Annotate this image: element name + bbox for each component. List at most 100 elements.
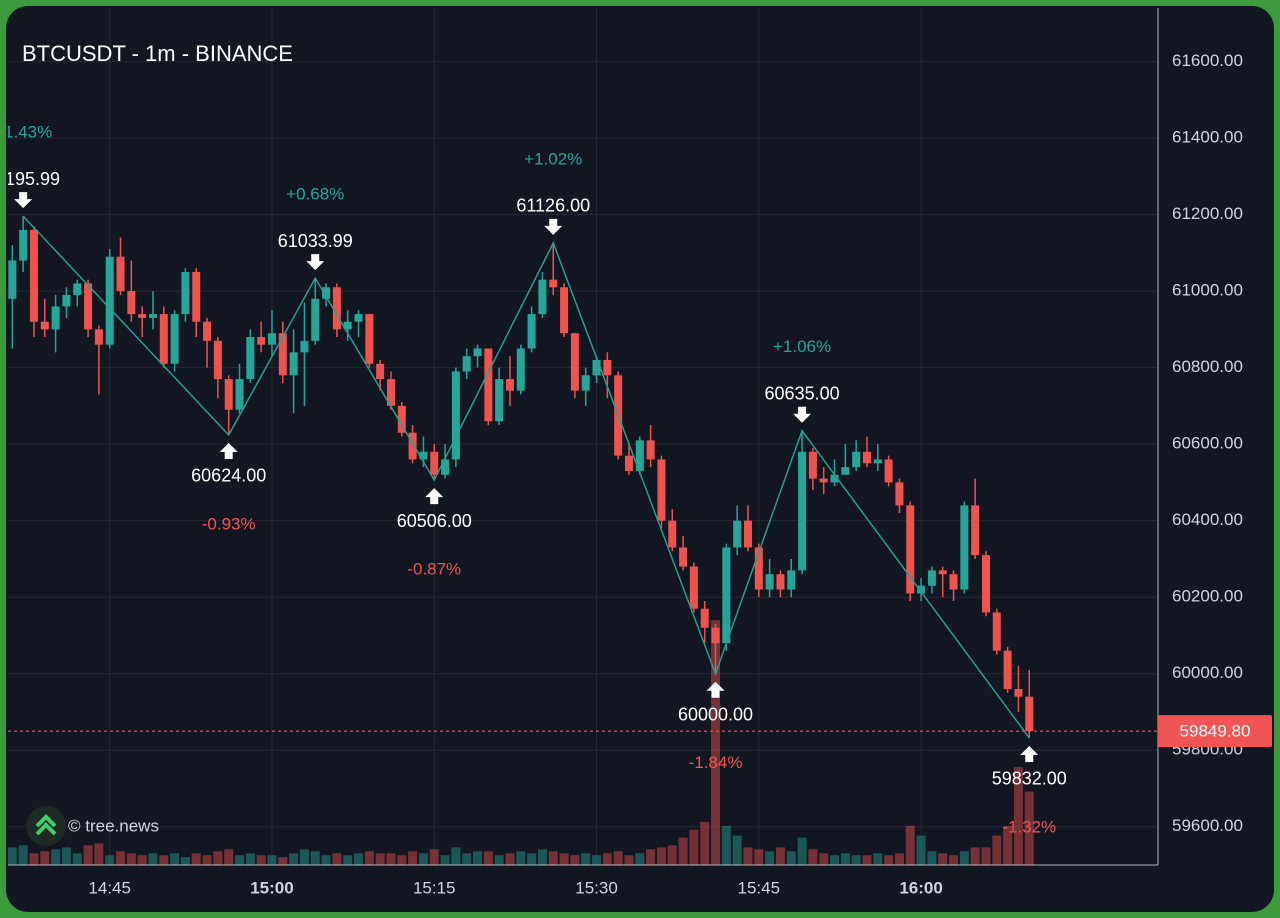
x-tick-label: 16:00	[899, 878, 942, 897]
x-tick-label: 15:00	[250, 878, 293, 897]
volume-bar	[72, 853, 82, 865]
y-tick-label: 60400.00	[1172, 510, 1243, 529]
candle-body	[830, 474, 839, 483]
pivot-price: 61033.99	[278, 231, 353, 251]
candle-body	[960, 505, 969, 590]
candle-body	[1025, 696, 1034, 732]
candle-body	[84, 283, 93, 330]
candle-body	[484, 348, 493, 422]
volume-bar	[927, 851, 937, 865]
pivot-arrow	[306, 254, 325, 271]
candle-body	[408, 432, 417, 460]
candle-body	[257, 337, 266, 345]
candle-body	[62, 294, 71, 307]
volume-bar	[256, 855, 266, 865]
volume-bar	[473, 851, 483, 865]
volume-bar	[61, 847, 71, 865]
candle-body	[386, 379, 395, 406]
volume-bar	[840, 853, 850, 865]
candle-body	[473, 348, 482, 357]
candle-body	[798, 451, 807, 571]
candle-body	[765, 574, 774, 590]
volume-bar	[483, 851, 493, 865]
pivot-arrow	[544, 218, 563, 235]
chart-title: BTCUSDT - 1m - BINANCE	[22, 41, 293, 66]
volume-bar	[51, 849, 61, 865]
candle-body	[938, 570, 947, 575]
volume-bar	[105, 855, 115, 865]
volume-bar	[894, 853, 904, 865]
volume-bar	[159, 855, 169, 865]
volume-bar	[408, 851, 418, 865]
candle-body	[322, 287, 331, 299]
y-tick-label: 59600.00	[1172, 816, 1243, 835]
volume-bar	[581, 853, 591, 865]
grid	[8, 8, 1158, 865]
candle-body	[127, 291, 136, 315]
pivot-price: 60506.00	[397, 511, 472, 531]
volume-bar	[148, 853, 158, 865]
candle-body	[94, 329, 103, 345]
volume-bar	[494, 855, 504, 865]
volume-bar	[873, 853, 883, 865]
candle-body	[170, 314, 179, 364]
volume-bar	[992, 835, 1002, 865]
candle-body	[917, 585, 926, 594]
pivot-price: 60000.00	[678, 704, 753, 724]
volume-bar	[375, 853, 385, 865]
volume-bar	[613, 851, 623, 865]
candle-body	[992, 612, 1001, 651]
candle-body	[819, 478, 828, 483]
candle-body	[224, 379, 233, 410]
volume-bar	[938, 853, 948, 865]
y-tick-label: 60200.00	[1172, 587, 1243, 606]
y-tick-label: 61600.00	[1172, 51, 1243, 70]
pivot-change: -1.84%	[689, 753, 743, 772]
candle-body	[451, 371, 460, 460]
volume-bar	[170, 853, 180, 865]
candle-body	[40, 321, 49, 330]
candle-body	[646, 440, 655, 460]
volume-bar	[1003, 825, 1013, 865]
pivot-price: 60635.00	[765, 384, 840, 404]
volume-bar	[462, 853, 472, 865]
x-tick-label: 15:15	[413, 878, 456, 897]
volume-bar	[8, 847, 17, 865]
candle-body	[192, 271, 201, 322]
candle-body	[581, 375, 590, 391]
candle-body	[722, 547, 731, 644]
candle-body	[981, 555, 990, 613]
x-tick-label: 15:30	[575, 878, 618, 897]
volume-bar	[689, 829, 699, 865]
candle-body	[495, 379, 504, 422]
pivot-arrow	[1020, 745, 1039, 762]
volume-bar	[116, 851, 126, 865]
volume-bar	[592, 855, 602, 865]
volume-bar	[656, 847, 666, 865]
volume-bar	[981, 847, 991, 865]
y-tick-label: 60600.00	[1172, 434, 1243, 453]
y-tick-label: 61000.00	[1172, 281, 1243, 300]
candle-body	[246, 337, 255, 380]
pivot-change: +0.68%	[286, 185, 344, 204]
volume-bar	[516, 851, 526, 865]
candle-body	[549, 279, 558, 288]
volume-bar	[678, 837, 688, 865]
candle-body	[624, 455, 633, 471]
candle-body	[51, 306, 60, 330]
pivot-change: +1.06%	[773, 337, 831, 356]
volume-bar	[213, 851, 223, 865]
volume-bar	[808, 849, 818, 865]
candle-body	[873, 459, 882, 464]
candle-body	[462, 356, 471, 372]
candle-body	[895, 482, 904, 506]
volume-bar	[18, 845, 28, 865]
volume-bar	[970, 847, 980, 865]
candle-body	[657, 459, 666, 521]
pivot-price: 61195.99	[0, 169, 60, 189]
volume-bar	[721, 825, 731, 865]
candle-body	[754, 547, 763, 590]
volume-bar	[94, 843, 104, 865]
volume-bar	[959, 851, 969, 865]
